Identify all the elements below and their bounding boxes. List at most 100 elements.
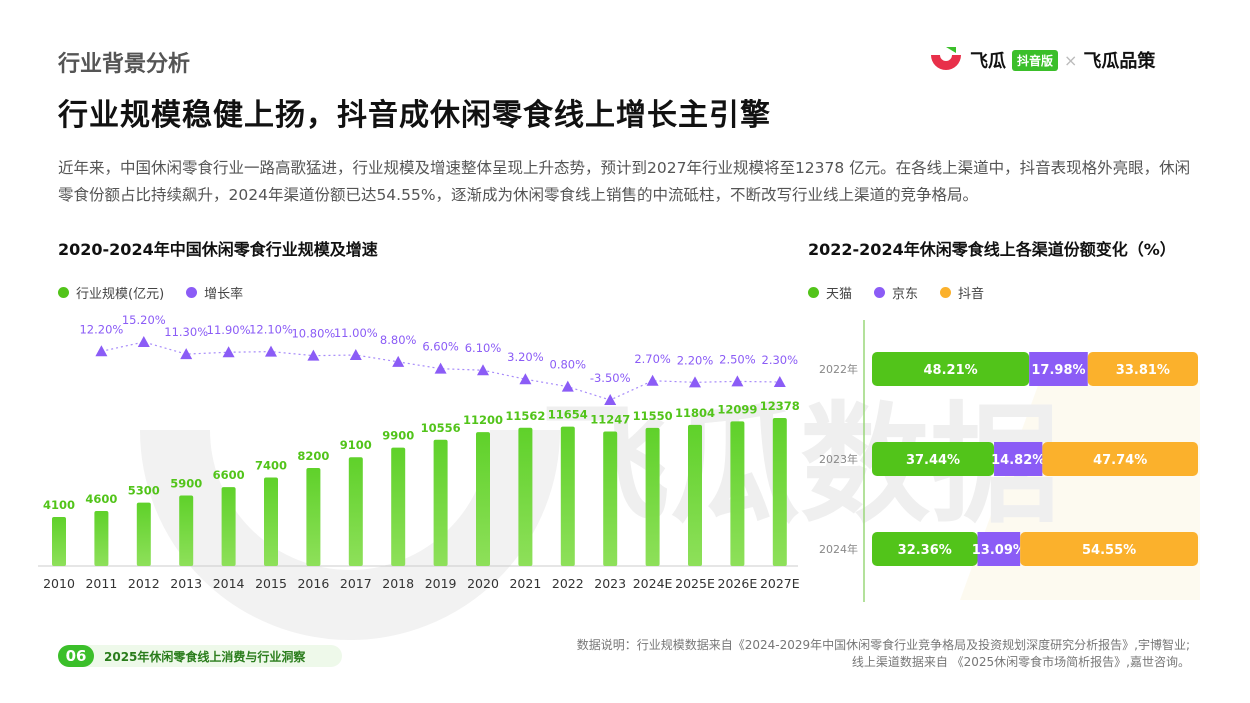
x-tick-label: 2013 [170,576,202,591]
growth-rate-marker [180,348,193,360]
x-tick-label: 2023 [594,576,626,591]
section-label: 行业背景分析 [58,52,191,77]
bar-value-label: 10556 [421,421,461,435]
x-tick-label: 2026E [718,576,758,591]
share-segment-天猫 [872,442,995,476]
bar-2027E [772,418,787,566]
legend-dot-orange [940,287,952,298]
legend-label: 天猫 [826,287,853,302]
page-number: 06 [58,645,94,667]
bar-2022 [560,426,575,566]
bar-2023 [603,431,618,566]
growth-rate-marker [561,380,574,392]
bar-value-label: 5300 [128,484,160,498]
growth-rate-label: 2.50% [719,352,756,366]
x-tick-label: 2012 [128,576,160,591]
x-tick-label: 2020 [467,576,499,591]
brand-separator: × [1064,50,1078,70]
bar-value-label: 12378 [760,399,800,413]
growth-rate-marker [689,376,701,388]
growth-rate-marker [731,375,744,387]
growth-rate-label: 3.20% [507,350,544,364]
growth-rate-marker [349,349,362,361]
bar-2014 [221,487,236,566]
growth-rate-marker [434,362,447,374]
growth-rate-marker [307,349,320,361]
x-tick-label: 2018 [382,576,414,591]
bar-2016 [306,467,321,566]
x-tick-label: 2025E [675,576,715,591]
bar-2012 [136,502,151,566]
growth-rate-label: 2.20% [677,353,714,367]
growth-rate-marker [95,345,108,357]
growth-rate-marker [477,364,489,376]
legend-item-jd: 京东 [874,283,918,302]
bar-value-label: 5900 [170,476,202,490]
data-source-note: 数据说明：行业规模数据来自《2024-2029年中国休闲零食行业竞争格局及投资规… [577,637,1190,671]
legend-item-tmall: 天猫 [808,283,852,302]
bar-2015 [264,477,278,566]
growth-rate-label: 2.70% [634,352,671,366]
growth-rate-label: 0.80% [550,358,587,372]
x-tick-label: 2010 [43,576,75,591]
share-value-label: 17.98% [1031,363,1085,378]
right-chart-title: 2022-2024年休闲零食线上各渠道份额变化（%） [808,240,1176,259]
industry-scale-chart: 4100 2010 4600 2011 5300 2012 5900 2013 6600 2014… [38,313,800,591]
x-tick-label: 2014 [213,576,245,591]
legend-item-douyin: 抖音 [940,283,984,302]
bar-2019 [433,439,448,566]
left-chart-legend: 行业规模(亿元) 增长率 [58,283,243,302]
growth-rate-label: 11.00% [334,326,378,340]
bar-2025E [688,424,702,566]
footer-badge: 06 2025年休闲零食线上消费与行业洞察 [58,645,342,667]
legend-label: 抖音 [958,287,985,302]
legend-item-growth: 增长率 [186,283,243,302]
right-chart-legend: 天猫 京东 抖音 [808,283,984,302]
share-value-label: 48.21% [924,363,978,378]
bar-2021 [518,427,533,566]
growth-rate-marker [392,355,405,367]
share-value-label: 54.55% [1082,543,1136,558]
growth-rate-marker [222,346,235,358]
x-tick-label: 2022 [552,576,584,591]
bar-value-label: 9900 [382,429,414,443]
bar-2013 [179,495,194,566]
page-title: 行业规模稳健上扬，抖音成休闲零食线上增长主引擎 [58,98,771,133]
x-tick-label: 2024E [633,576,673,591]
growth-rate-label: 10.80% [291,327,335,341]
bar-2026E [730,421,745,566]
x-tick-label: 2015 [255,576,287,591]
bar-value-label: 12099 [717,402,757,416]
brand-badge: 抖音版 [1012,49,1059,71]
bar-value-label: 9100 [340,438,372,452]
legend-dot-purple [186,287,198,298]
bar-value-label: 11562 [505,409,545,423]
brand-name-pince: 飞瓜品策 [1083,51,1156,72]
growth-rate-marker [646,374,659,386]
feigua-logo-icon [931,47,961,70]
share-value-label: 13.09% [972,543,1026,558]
left-chart-title: 2020-2024年中国休闲零食行业规模及增速 [58,240,378,259]
x-tick-label: 2011 [85,576,117,591]
bar-2011 [94,510,109,566]
share-segment-京东 [994,442,1043,476]
growth-rate-marker [604,394,617,405]
bar-value-label: 11654 [548,408,588,422]
share-segment-抖音 [1042,442,1198,476]
source-line: 线上渠道数据来自 《2025休闲零食市场简析报告》,嘉世咨询。 [851,655,1190,669]
y-tick-label: 2023年 [819,452,858,466]
growth-rate-label: 11.90% [207,323,251,337]
bar-value-label: 11200 [463,413,503,427]
watermark-logo-arc [140,429,560,640]
growth-rate-marker [137,336,150,347]
share-segment-抖音 [1020,532,1198,566]
legend-label: 行业规模(亿元) [76,287,165,302]
intro-paragraph: 近年来，中国休闲零食行业一路高歌猛进，行业规模及增速整体呈现上升态势，预计到20… [58,159,1191,204]
bar-2018 [391,447,406,566]
legend-label: 京东 [892,287,919,302]
legend-dot-green [58,287,69,298]
bar-value-label: 4600 [85,492,117,506]
bar-value-label: 11247 [590,413,630,427]
growth-rate-label: 8.80% [380,333,417,347]
bar-value-label: 7400 [255,459,287,473]
